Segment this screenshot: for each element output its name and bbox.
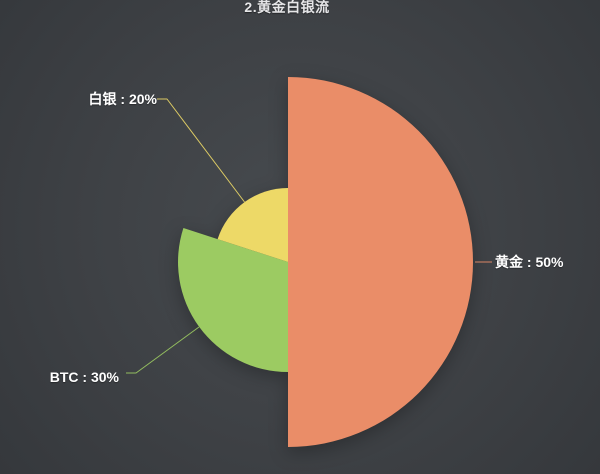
pie-group — [178, 77, 473, 447]
label-line-silver — [157, 98, 245, 203]
slice-label-gold: 黄金 : 50% — [495, 254, 564, 270]
slice-label-btc: BTC : 30% — [49, 369, 119, 385]
pie-slice-gold[interactable] — [288, 77, 473, 447]
label-lines — [126, 98, 492, 374]
pie-slice-btc[interactable] — [178, 228, 288, 372]
slice-label-silver: 白银 : 20% — [88, 91, 157, 107]
chart-title: 2.黄金白银流 — [244, 0, 330, 15]
pie-slice-silver[interactable] — [217, 188, 288, 262]
label-line-btc — [126, 326, 200, 374]
